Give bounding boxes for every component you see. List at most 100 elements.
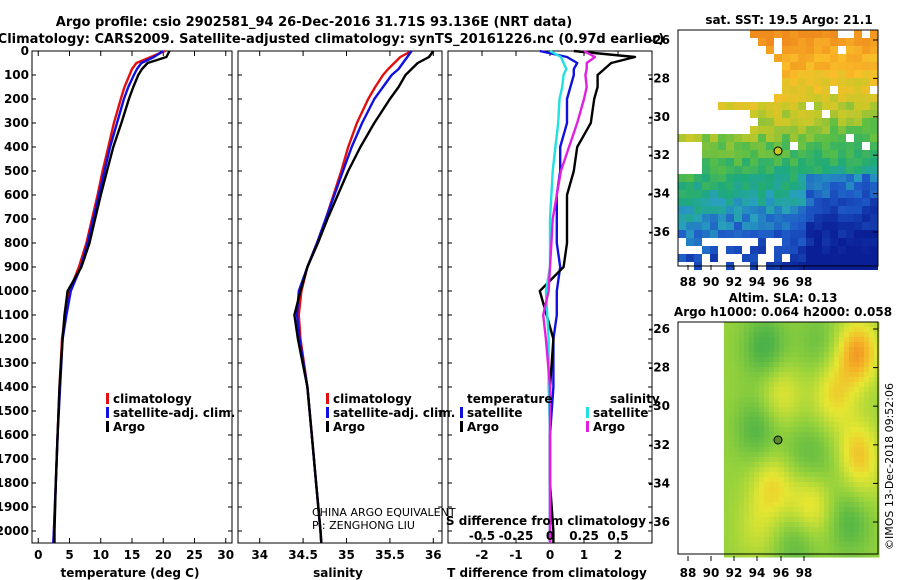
sla-map-cell <box>874 447 880 453</box>
x-tick-label: 1 <box>580 548 588 562</box>
sla-map-cell <box>779 327 785 333</box>
sla-map-cell <box>854 532 860 538</box>
sla-map-cell <box>799 417 805 423</box>
sst-map-cell <box>814 110 822 118</box>
sla-map-cell <box>759 507 765 513</box>
sla-map-cell <box>774 397 780 403</box>
sst-map-cell <box>806 110 814 118</box>
sla-map-cell <box>749 427 755 433</box>
sla-map-cell <box>829 447 835 453</box>
series-line-satellite-adj-clim- <box>52 49 164 544</box>
sla-map-cell <box>759 392 765 398</box>
sla-map-cell <box>844 532 850 538</box>
sla-map-cell <box>869 427 875 433</box>
sla-map-cell <box>754 512 760 518</box>
sla-map-cell <box>814 362 820 368</box>
sst-map-cell <box>710 190 718 198</box>
sla-map-cell <box>744 367 750 373</box>
sst-map-cell <box>822 214 830 222</box>
sst-map-cell <box>830 110 838 118</box>
sst-map-cell <box>854 230 862 238</box>
sst-map-cell <box>862 222 870 230</box>
sla-map-cell <box>779 537 785 543</box>
sla-map-cell <box>859 357 865 363</box>
sla-map-cell <box>839 447 845 453</box>
sst-map-cell <box>870 94 878 102</box>
sla-map-cell <box>759 552 765 558</box>
sla-map-cell <box>854 437 860 443</box>
legend-salinity-title: salinity <box>610 392 660 406</box>
sla-map-cell <box>844 367 850 373</box>
sla-map-cell <box>834 547 840 553</box>
sst-map-cell <box>782 198 790 206</box>
sla-map-cell <box>729 517 735 523</box>
sla-map-cell <box>864 502 870 508</box>
sla-map-cell <box>734 377 740 383</box>
sla-map-cell <box>779 497 785 503</box>
sla-map-cell <box>769 437 775 443</box>
sla-map-cell <box>779 487 785 493</box>
sst-map-cell <box>862 166 870 174</box>
sla-map-cell <box>789 432 795 438</box>
sla-map-cell <box>799 347 805 353</box>
sst-map-cell <box>686 190 694 198</box>
sla-map-cell <box>769 532 775 538</box>
sla-map-cell <box>754 422 760 428</box>
sla-map-cell <box>739 322 745 328</box>
sla-map-cell <box>749 512 755 518</box>
sst-map-cell <box>870 110 878 118</box>
sla-map-cell <box>814 352 820 358</box>
series-line-s-argo <box>542 49 597 543</box>
sla-map-cell <box>824 477 830 483</box>
sla-map-cell <box>864 467 870 473</box>
sla-map-cell <box>854 352 860 358</box>
sla-map-cell <box>864 517 870 523</box>
sla-map-cell <box>854 432 860 438</box>
sla-map-cell <box>869 437 875 443</box>
sla-map-cell <box>749 392 755 398</box>
sla-map-cell <box>814 322 820 328</box>
sla-map-cell <box>794 477 800 483</box>
sla-map-cell <box>864 427 870 433</box>
sla-map-cell <box>799 517 805 523</box>
sst-map-cell <box>702 158 710 166</box>
sla-map-cell <box>724 392 730 398</box>
sla-map-cell <box>784 392 790 398</box>
sst-map-cell <box>766 182 774 190</box>
sla-map-cell <box>779 552 785 558</box>
sla-map-cell <box>849 537 855 543</box>
sla-map-cell <box>874 537 880 543</box>
sla-map-cell <box>774 432 780 438</box>
sla-map-cell <box>869 447 875 453</box>
sla-map-cell <box>799 402 805 408</box>
sla-map-cell <box>764 357 770 363</box>
sla-map-cell <box>769 457 775 463</box>
sla-map-cell <box>829 507 835 513</box>
sla-map-cell <box>834 517 840 523</box>
legend-t-satellite-label: satellite <box>467 406 522 420</box>
sla-map-cell <box>819 442 825 448</box>
sla-map-cell <box>804 492 810 498</box>
sla-map-cell <box>769 547 775 553</box>
sla-map-cell <box>749 502 755 508</box>
sst-map-cell <box>806 190 814 198</box>
sla-map-cell <box>749 482 755 488</box>
sla-map-cell <box>744 402 750 408</box>
sst-map-cell <box>838 70 846 78</box>
sla-map-cell <box>729 532 735 538</box>
sla-map-cell <box>829 522 835 528</box>
sla-map-cell <box>834 447 840 453</box>
sla-map-cell <box>774 372 780 378</box>
sla-map-cell <box>809 362 815 368</box>
sst-map-cell <box>822 86 830 94</box>
sla-map-cell <box>869 422 875 428</box>
sla-map-cell <box>849 547 855 553</box>
sst-map-cell <box>782 230 790 238</box>
sla-map-cell <box>749 347 755 353</box>
sla-map-cell <box>794 372 800 378</box>
sla-map-cell <box>769 332 775 338</box>
sst-map-cell <box>798 126 806 134</box>
sla-map-cell <box>854 392 860 398</box>
sst-map-cell <box>742 206 750 214</box>
sla-map-cell <box>764 552 770 558</box>
